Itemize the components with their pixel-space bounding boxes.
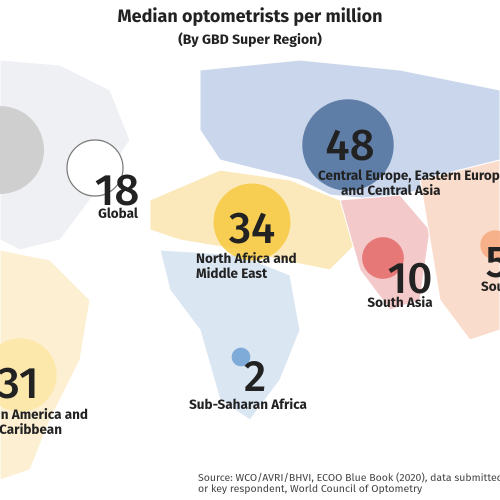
region-bubble — [480, 230, 500, 260]
region-bubble — [302, 99, 394, 191]
region-bubble — [231, 347, 251, 367]
region-bubble — [362, 237, 404, 279]
region-label: Sub-Saharan Africa — [189, 396, 307, 413]
region-value: 5 — [486, 236, 500, 289]
region-value: 18 — [95, 164, 140, 217]
region-value: 2 — [244, 350, 266, 403]
region-bubble — [213, 183, 291, 261]
region-label: Middle East — [196, 265, 268, 282]
region-bubble — [66, 139, 124, 197]
region-label: Latin America and — [0, 406, 88, 423]
region-label: Central Europe, Eastern Europe, — [318, 167, 500, 184]
region-label: Global — [98, 205, 139, 222]
region-label: and Central Asia — [341, 182, 441, 199]
region-bubble — [0, 106, 44, 194]
source: Source: WCO/AVRI/BHVI, ECOO Blue Book (2… — [198, 471, 500, 495]
source-line: Source: WCO/AVRI/BHVI, ECOO Blue Book (2… — [198, 471, 500, 484]
region-value: 48 — [325, 119, 374, 172]
source-line: or key respondent, World Council of Opto… — [198, 482, 423, 495]
region-label: Southeast Asia — [481, 278, 500, 295]
region-value: 31 — [0, 357, 39, 410]
subtitle: (By GBD Super Region) — [178, 31, 322, 48]
region-value: 10 — [387, 252, 432, 305]
region-value: 34 — [229, 202, 276, 255]
region-label: North Africa and — [196, 250, 297, 267]
region-label: Caribbean — [0, 421, 62, 438]
landmass — [0, 59, 500, 481]
region-label: South Asia — [367, 294, 433, 311]
region-bubble — [0, 338, 57, 412]
title: Median optometrists per million — [118, 5, 383, 27]
